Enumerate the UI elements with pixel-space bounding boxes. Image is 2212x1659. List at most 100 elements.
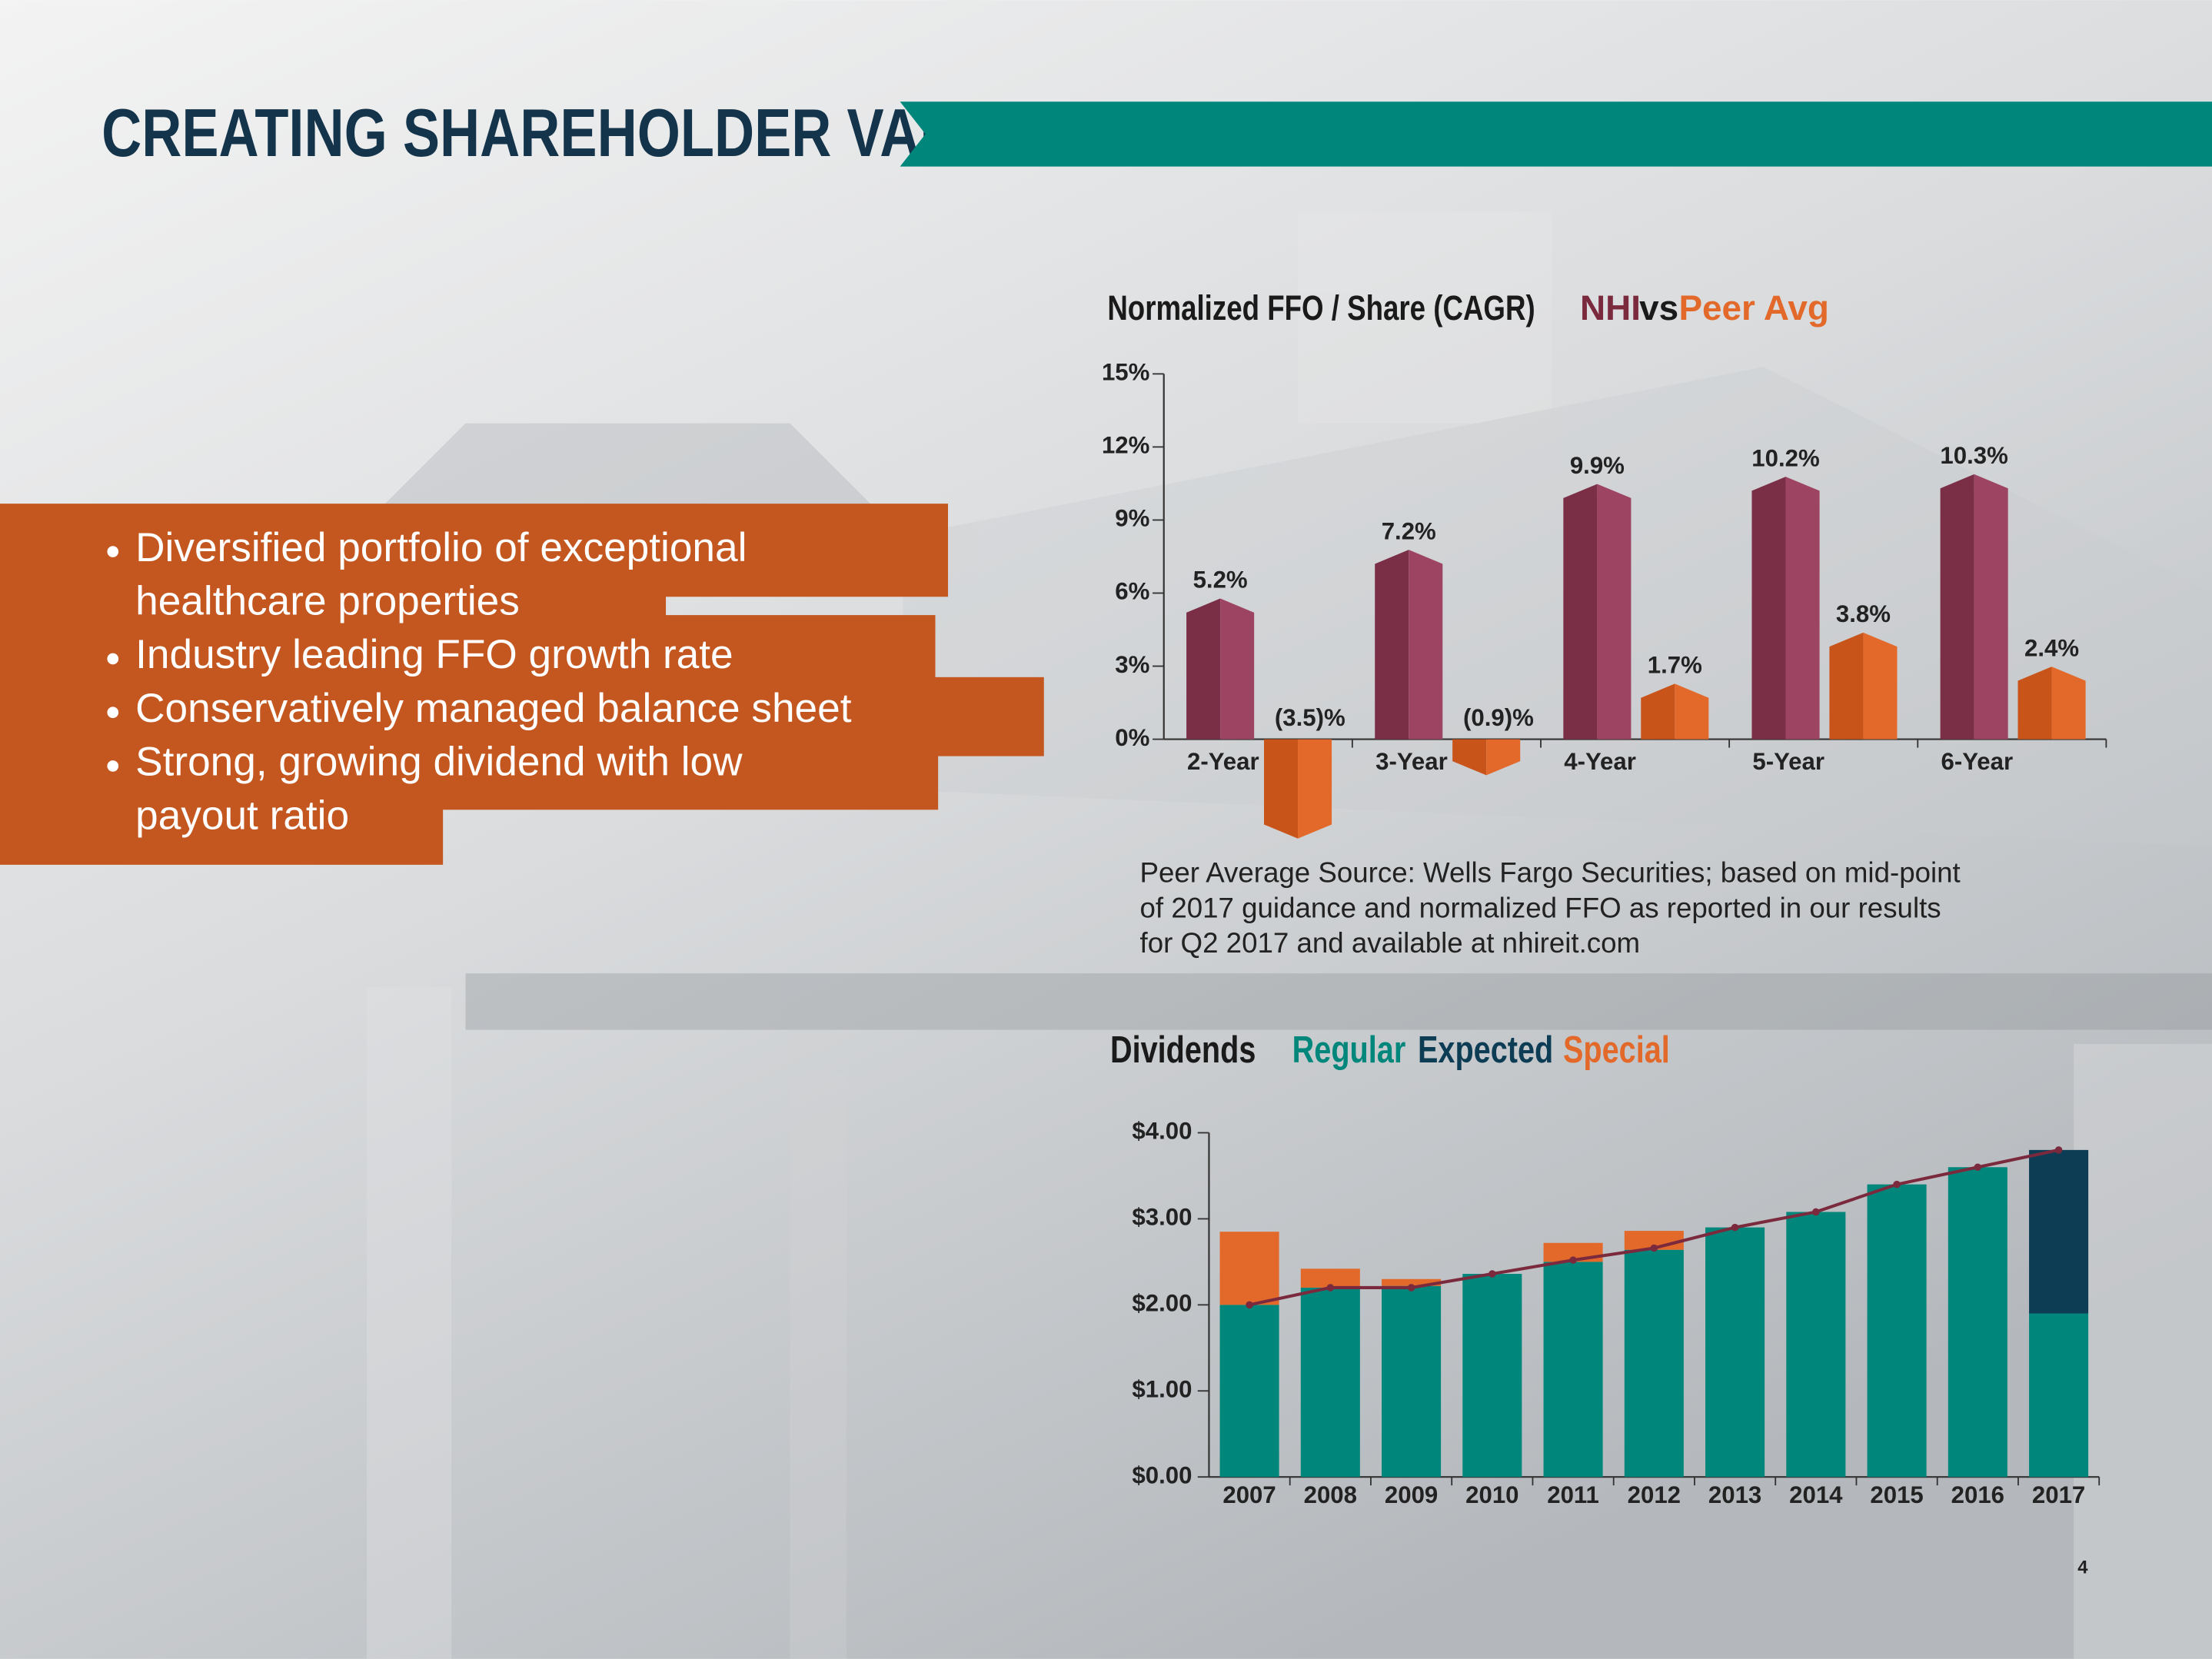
footnote-line: for Q2 2017 and available at nhireit.com (1140, 927, 1641, 959)
legend-entry: Expected (1418, 1028, 1553, 1071)
bullet-list: Diversified portfolio of exceptional heal… (107, 525, 852, 838)
x-tick-label: 2-Year (1187, 748, 1259, 775)
bar-face-right (1597, 484, 1632, 740)
bar-face-left (1563, 484, 1598, 740)
bar-face-right (1486, 739, 1521, 776)
bar (1829, 632, 1898, 740)
title-bar (900, 101, 2212, 167)
bar-segment (1948, 1167, 2007, 1478)
bullet-text: Diversified portfolio of exceptional (135, 525, 747, 570)
y-tick-label: 12% (1102, 432, 1149, 459)
x-tick-label: 2012 (1628, 1481, 1681, 1508)
bar (1452, 739, 1521, 776)
bar-face-right (1863, 632, 1898, 740)
x-tick-label: 2009 (1385, 1481, 1438, 1508)
legend-entry: Regular (1292, 1028, 1406, 1071)
x-tick-label: 6-Year (1941, 748, 2013, 775)
legend-joiner: vs (1639, 288, 1678, 327)
bar-segment (1786, 1212, 1846, 1478)
value-label: (0.9)% (1463, 704, 1534, 731)
bar-segment (1219, 1232, 1279, 1305)
x-tick-label: 2017 (2032, 1481, 2085, 1508)
bar-segment (2029, 1149, 2089, 1314)
chart-title: Dividends (1110, 1028, 1256, 1071)
bullet-dot (107, 706, 119, 719)
bar (1264, 739, 1332, 839)
y-tick-label: 6% (1115, 578, 1149, 605)
line-point (2054, 1146, 2063, 1154)
line-point (1489, 1270, 1496, 1278)
x-tick-label: 4-Year (1564, 748, 1636, 775)
bar-face-right (2051, 667, 2086, 740)
bar-face-right (1220, 598, 1255, 740)
line-point (1731, 1223, 1739, 1232)
bar (1641, 683, 1709, 740)
x-tick-label: 2013 (1708, 1481, 1761, 1508)
value-label: 3.8% (1836, 600, 1891, 627)
bar-face-right (1409, 550, 1443, 740)
bar (2017, 667, 2086, 740)
bar-segment (1867, 1184, 1927, 1478)
x-tick-label: 5-Year (1752, 748, 1824, 775)
bar-face-left (2017, 667, 2052, 740)
x-tick-label: 2014 (1789, 1481, 1843, 1508)
bar-segment (1382, 1285, 1442, 1478)
bar (1563, 484, 1632, 740)
bar-face-right (1675, 683, 1709, 740)
value-label: 7.2% (1382, 517, 1436, 544)
line-point (1893, 1180, 1901, 1189)
footnote: Peer Average Source: Wells Fargo Securit… (1140, 856, 1961, 959)
bullet-text: Industry leading FFO growth rate (135, 632, 733, 677)
bar-face-left (1751, 477, 1786, 740)
bar-face-right (1974, 474, 2008, 740)
bar-face-left (1829, 632, 1864, 740)
bullet-panel (0, 504, 1044, 865)
bar-segment (1543, 1262, 1603, 1478)
x-tick-label: 2007 (1222, 1481, 1276, 1508)
bar (1375, 550, 1443, 740)
line-point (1569, 1256, 1577, 1264)
footnote-line: Peer Average Source: Wells Fargo Securit… (1140, 856, 1961, 888)
y-tick-label: $1.00 (1132, 1375, 1192, 1402)
bullet-text: Conservatively managed balance sheet (135, 686, 852, 731)
page-title: CREATING SHAREHOLDER VALUE (101, 95, 1031, 171)
x-tick-label: 2010 (1465, 1481, 1518, 1508)
bullet-dot (107, 653, 119, 665)
x-tick-label: 2011 (1547, 1481, 1599, 1508)
page-number: 4 (2077, 1558, 2088, 1578)
y-tick-label: 9% (1115, 505, 1149, 532)
y-tick-label: $4.00 (1132, 1118, 1192, 1145)
y-tick-label: 15% (1102, 359, 1149, 386)
bullet-text: payout ratio (135, 793, 349, 838)
bar-segment (1300, 1287, 1360, 1478)
line-point (1246, 1301, 1253, 1309)
x-tick-label: 3-Year (1375, 748, 1448, 775)
bullet-dot (107, 546, 119, 557)
value-label: 5.2% (1193, 567, 1248, 593)
footnote-line: of 2017 guidance and normalized FFO as r… (1140, 892, 1941, 923)
line-point (1407, 1284, 1415, 1292)
bar (1940, 474, 2008, 740)
bar-segment (1382, 1278, 1442, 1286)
line-point (1650, 1244, 1658, 1252)
line-point (1812, 1208, 1820, 1216)
bar (1751, 477, 1820, 740)
bar-segment (1219, 1305, 1279, 1478)
value-label: (3.5)% (1275, 704, 1345, 731)
bar-face-left (1375, 550, 1409, 740)
value-label: 1.7% (1648, 652, 1702, 679)
y-tick-label: 3% (1115, 651, 1149, 678)
bar-face-left (1641, 683, 1675, 740)
bullet-dot (107, 760, 119, 772)
x-tick-label: 2016 (1951, 1481, 2004, 1508)
legend-entry: NHI (1580, 288, 1641, 327)
bullet-text: healthcare properties (135, 578, 520, 623)
value-label: 10.3% (1940, 442, 2007, 469)
bar-face-left (1186, 598, 1221, 740)
bar-segment (2029, 1313, 2089, 1478)
bar-face-left (1940, 474, 1974, 740)
line-point (1326, 1284, 1335, 1292)
